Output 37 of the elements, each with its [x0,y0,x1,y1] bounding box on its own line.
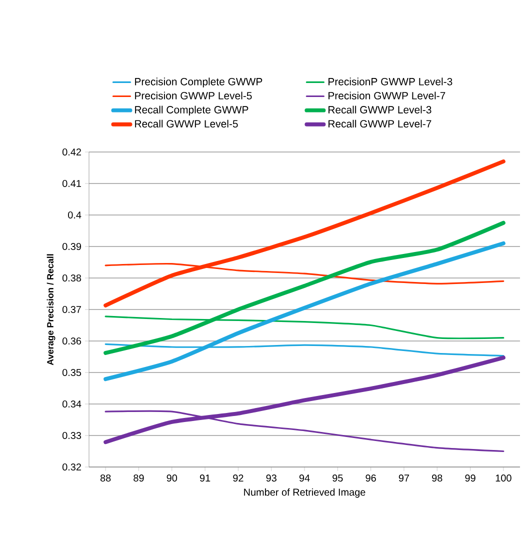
legend-label: Precision Complete GWWP [135,78,262,88]
x-tick-label: 98 [432,474,442,482]
x-tick-label: 93 [266,474,276,482]
x-axis-title: Number of Retrieved Image [244,488,366,498]
legend-label: Recall Complete GWWP [135,106,248,116]
x-tick-label: 90 [166,474,178,482]
x-tick-label: 97 [398,474,410,482]
x-tick-label: 88 [100,474,111,482]
x-tick-label: 94 [299,474,310,482]
legend-label: PrecisionP GWWP Level-3 [328,78,452,86]
x-tick-label: 99 [465,474,476,482]
legend-label: Recall GWWP Level-5 [135,120,238,128]
legend-label: Precision GWWP Level-5 [135,92,252,100]
line-series [104,241,506,382]
x-tick-label: 92 [233,474,244,482]
x-tick-label: 91 [200,474,210,482]
legend-label: Recall GWWP Level-3 [328,106,432,114]
y-tick-label: 0.36 [62,337,82,345]
y-axis-title: Average Precision / Recall [46,254,56,366]
line-series [104,159,506,308]
x-tick-label: 89 [134,474,144,482]
y-tick-label: 0.34 [62,400,82,408]
y-tick-label: 0.41 [62,180,81,188]
y-tick-label: 0.38 [62,274,82,282]
legend-label: Recall GWWP Level-7 [328,120,432,128]
y-tick-label: 0.4 [68,211,82,219]
legend-label: Precision GWWP Level-7 [328,92,446,100]
y-tick-label: 0.42 [62,148,81,156]
y-tick-label: 0.32 [62,463,81,471]
y-tick-label: 0.33 [62,432,82,440]
y-tick-label: 0.39 [62,242,82,250]
y-tick-label: 0.35 [62,368,82,376]
line-series [104,220,506,355]
x-tick-label: 100 [496,474,512,482]
y-tick-label: 0.37 [62,306,81,314]
x-tick-label: 95 [332,474,343,482]
x-tick-label: 96 [366,474,376,482]
